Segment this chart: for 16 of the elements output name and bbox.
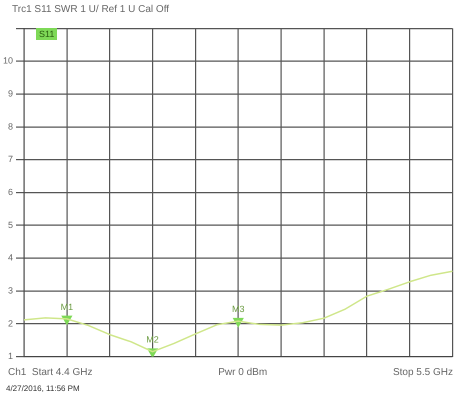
y-tick-label: 4: [8, 252, 14, 263]
text: Pwr 0 dBm: [218, 367, 268, 378]
y-tick-label: 1: [8, 351, 14, 362]
y-tick-label: 6: [8, 186, 14, 197]
y-tick-label: 7: [8, 154, 14, 164]
y-tick-label: 3: [8, 285, 14, 296]
y-tick-label: 10: [2, 56, 14, 66]
y-tick-label: 9: [8, 88, 14, 99]
text: Ch1 Start 4.4 GHz: [8, 367, 92, 378]
chart-title: Trc1 S11 SWR 1 U/ Ref 1 U Cal Off: [11, 3, 170, 17]
text: 4/27/2016, 11:56 PM: [5, 383, 81, 393]
y-tick-label: 5: [8, 220, 14, 230]
annotation: S11: [36, 28, 58, 40]
y-tick-label: 2: [8, 318, 14, 328]
y-tick-label: 8: [8, 121, 14, 132]
text: Stop 5.5 GHz: [392, 367, 453, 378]
